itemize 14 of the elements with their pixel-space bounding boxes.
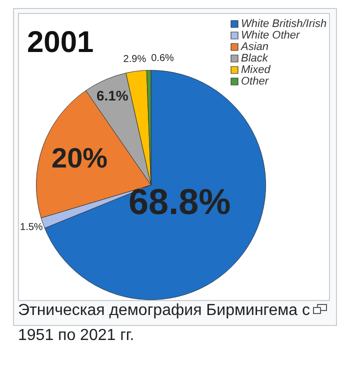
legend-label: White Other (241, 30, 302, 42)
chart-title: 2001 (27, 26, 94, 59)
legend-label: Other (241, 76, 270, 88)
data-label: 68.8% (128, 181, 231, 222)
data-label: 1.5% (20, 222, 43, 233)
legend-label: Black (241, 52, 268, 65)
data-label: 6.1% (96, 88, 129, 104)
legend-label: Mixed (241, 64, 272, 76)
legend-label: White British/Irish (241, 18, 327, 30)
text: Этническая демография Бирмингема с 1951 по 2021 гг. (18, 301, 312, 346)
data-label: 0.6% (151, 53, 174, 64)
data-label: 20% (52, 142, 108, 174)
data-label: 2.9% (123, 54, 146, 66)
legend-label: Asian (240, 41, 269, 54)
